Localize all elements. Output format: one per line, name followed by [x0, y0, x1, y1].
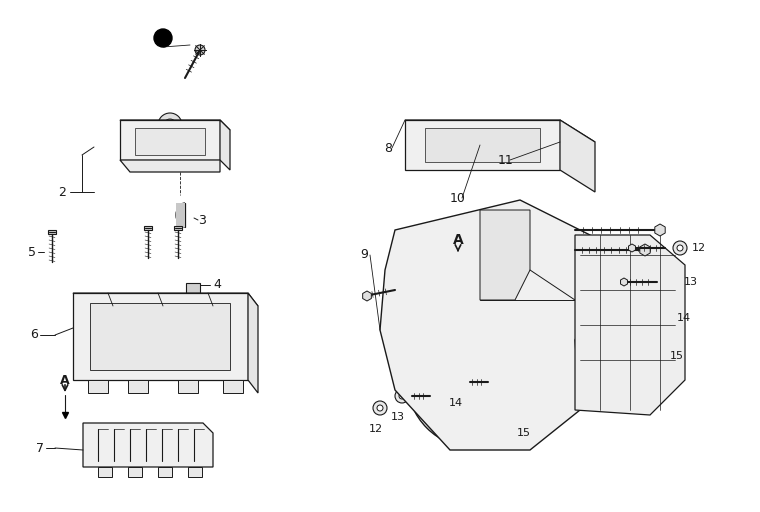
Circle shape [395, 389, 409, 403]
Circle shape [190, 285, 196, 291]
Polygon shape [90, 303, 230, 370]
Polygon shape [128, 467, 142, 477]
Circle shape [525, 409, 531, 415]
Text: 12: 12 [369, 424, 383, 434]
Circle shape [399, 254, 411, 266]
Circle shape [665, 275, 679, 289]
Polygon shape [560, 120, 595, 192]
Text: 14: 14 [677, 313, 691, 323]
Circle shape [399, 393, 405, 399]
Circle shape [655, 353, 661, 359]
Circle shape [658, 311, 672, 325]
Polygon shape [629, 244, 635, 252]
Polygon shape [620, 278, 628, 286]
Circle shape [415, 335, 425, 345]
Circle shape [457, 379, 463, 385]
Polygon shape [405, 120, 595, 142]
Text: A: A [60, 373, 70, 387]
Polygon shape [73, 293, 248, 380]
Circle shape [158, 113, 182, 137]
Text: 7: 7 [36, 441, 44, 455]
Circle shape [453, 375, 467, 389]
Polygon shape [120, 120, 220, 160]
Circle shape [154, 29, 172, 47]
Polygon shape [48, 230, 56, 234]
Polygon shape [120, 120, 230, 130]
Polygon shape [405, 120, 560, 170]
Text: 2: 2 [58, 185, 66, 199]
Polygon shape [158, 467, 172, 477]
Polygon shape [220, 120, 230, 170]
Circle shape [521, 405, 535, 419]
Circle shape [651, 349, 665, 363]
Text: 1: 1 [159, 33, 167, 43]
Polygon shape [425, 128, 540, 162]
Text: 3: 3 [198, 214, 206, 226]
Circle shape [445, 350, 505, 410]
Polygon shape [88, 380, 108, 393]
Polygon shape [144, 226, 152, 230]
Text: 13: 13 [391, 412, 405, 422]
Circle shape [559, 234, 571, 246]
Text: 15: 15 [517, 428, 531, 438]
Text: 15: 15 [670, 351, 684, 361]
Circle shape [135, 308, 191, 364]
Circle shape [415, 365, 425, 375]
Circle shape [420, 325, 530, 435]
Circle shape [677, 245, 683, 251]
Circle shape [410, 330, 430, 350]
Circle shape [410, 360, 430, 380]
Polygon shape [178, 380, 198, 393]
Polygon shape [363, 291, 372, 301]
Circle shape [230, 304, 238, 312]
Text: 4: 4 [213, 279, 221, 291]
Polygon shape [83, 423, 213, 467]
Circle shape [498, 437, 502, 442]
Polygon shape [575, 235, 685, 415]
Polygon shape [223, 380, 243, 393]
Circle shape [195, 45, 205, 55]
Circle shape [562, 238, 568, 243]
Polygon shape [98, 467, 112, 477]
Polygon shape [128, 380, 148, 393]
Text: 14: 14 [449, 398, 463, 408]
Text: 6: 6 [30, 329, 38, 342]
Circle shape [407, 312, 543, 448]
Circle shape [230, 362, 238, 370]
Polygon shape [640, 244, 651, 256]
Circle shape [403, 258, 407, 263]
Text: 13: 13 [684, 277, 698, 287]
Text: 8: 8 [384, 141, 392, 155]
Polygon shape [655, 224, 665, 236]
Text: 10: 10 [450, 191, 466, 204]
Text: A: A [453, 233, 464, 247]
Text: 9: 9 [360, 248, 368, 262]
Polygon shape [73, 293, 258, 306]
Text: 5: 5 [28, 245, 36, 259]
Polygon shape [120, 160, 220, 172]
Polygon shape [188, 467, 202, 477]
Circle shape [669, 279, 675, 285]
Circle shape [662, 315, 668, 321]
Text: 11: 11 [498, 154, 514, 166]
Circle shape [82, 304, 90, 312]
Polygon shape [176, 203, 185, 227]
Circle shape [377, 405, 383, 411]
Circle shape [494, 434, 506, 446]
Circle shape [164, 119, 176, 131]
Polygon shape [186, 283, 200, 293]
Polygon shape [174, 226, 182, 230]
Text: 12: 12 [692, 243, 706, 253]
Circle shape [373, 401, 387, 415]
Circle shape [82, 362, 90, 370]
Circle shape [145, 318, 181, 354]
Polygon shape [135, 128, 205, 155]
Polygon shape [248, 293, 258, 393]
Polygon shape [380, 200, 595, 450]
Circle shape [673, 241, 687, 255]
Polygon shape [480, 210, 530, 300]
